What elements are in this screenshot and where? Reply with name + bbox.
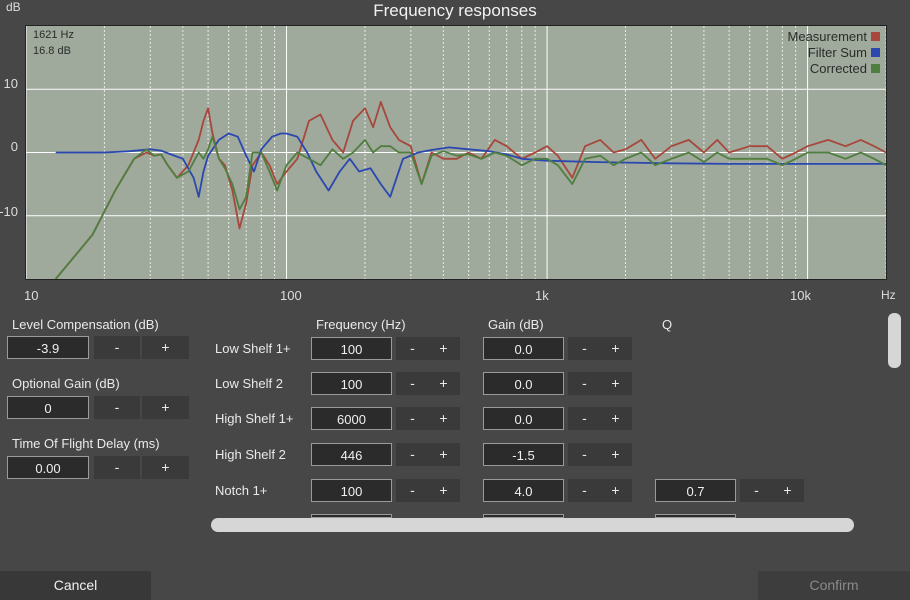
filter-q-increment-button[interactable]: +	[771, 479, 804, 502]
filter-gain-field[interactable]: 4.0	[483, 479, 564, 502]
x-tick-label: 10k	[790, 288, 811, 303]
filter-gain-decrement-button[interactable]: -	[568, 443, 601, 466]
optional-gain-field[interactable]: 0	[7, 396, 89, 419]
level-compensation-decrement-button[interactable]: -	[94, 336, 140, 359]
filter-row-label: Low Shelf 2	[215, 376, 283, 391]
filter-frequency-field[interactable]: 100	[311, 479, 392, 502]
legend-item-measurement: Measurement	[788, 29, 880, 44]
filter-frequency-decrement-button[interactable]: -	[396, 407, 429, 430]
filter-gain-field[interactable]: 0.0	[483, 337, 564, 360]
filter-frequency-field[interactable]: 100	[311, 337, 392, 360]
filter-frequency-decrement-button[interactable]: -	[396, 443, 429, 466]
legend-label: Corrected	[809, 61, 867, 76]
optional-gain-increment-button[interactable]: +	[142, 396, 189, 419]
filter-gain-increment-button[interactable]: +	[599, 479, 632, 502]
filter-q-decrement-button[interactable]: -	[740, 479, 773, 502]
window-title: Frequency responses	[373, 1, 537, 20]
filter-frequency-increment-button[interactable]: +	[427, 407, 460, 430]
filter-gain-increment-button[interactable]: +	[599, 372, 632, 395]
y-tick-label: 0	[10, 139, 18, 154]
x-unit-label: Hz	[881, 288, 896, 302]
frequency-response-plot[interactable]: 1621 Hz 16.8 dB Measurement Filter Sum C…	[25, 25, 887, 280]
legend-item-filter-sum: Filter Sum	[808, 45, 880, 60]
filter-gain-increment-button[interactable]: +	[599, 407, 632, 430]
x-tick-label: 1k	[535, 288, 549, 303]
filter-gain-field[interactable]	[483, 514, 564, 518]
filter-q-field[interactable]	[655, 514, 736, 518]
legend-label: Filter Sum	[807, 45, 867, 60]
filter-frequency-field[interactable]: 446	[311, 443, 392, 466]
time-of-flight-label: Time Of Flight Delay (ms)	[12, 436, 160, 451]
time-of-flight-field[interactable]: 0.00	[7, 456, 89, 479]
filter-gain-field[interactable]: -1.5	[483, 443, 564, 466]
cursor-gain-readout: 16.8 dB	[33, 45, 71, 57]
filter-gain-increment-button[interactable]: +	[599, 337, 632, 360]
series-line-filter-sum	[55, 132, 886, 198]
filter-frequency-increment-button[interactable]: +	[427, 337, 460, 360]
optional-gain-label: Optional Gain (dB)	[12, 376, 120, 391]
gain-column-header: Gain (dB)	[488, 317, 544, 332]
series-line-corrected	[55, 135, 886, 279]
level-compensation-field[interactable]: -3.9	[7, 336, 89, 359]
x-tick-label: 10	[24, 288, 39, 303]
time-of-flight-increment-button[interactable]: +	[142, 456, 189, 479]
filter-frequency-field[interactable]: 100	[311, 372, 392, 395]
filter-gain-decrement-button[interactable]: -	[568, 372, 601, 395]
series-line-measurement	[55, 101, 886, 279]
y-unit-label: dB	[6, 0, 21, 14]
filter-row-label: Low Shelf 1+	[215, 341, 291, 356]
cancel-button[interactable]: Cancel	[0, 571, 151, 600]
confirm-button[interactable]: Confirm	[758, 571, 910, 600]
filter-row-label: Notch 1+	[215, 483, 268, 498]
y-tick-label: 10	[3, 76, 18, 91]
x-tick-label: 100	[280, 288, 302, 303]
optional-gain-decrement-button[interactable]: -	[94, 396, 140, 419]
legend-swatch	[871, 48, 880, 57]
vertical-scrollbar[interactable]	[888, 313, 901, 368]
legend-label: Measurement	[787, 29, 867, 44]
filter-frequency-decrement-button[interactable]: -	[396, 479, 429, 502]
filter-gain-field[interactable]: 0.0	[483, 407, 564, 430]
filter-gain-decrement-button[interactable]: -	[568, 337, 601, 360]
filter-gain-increment-button[interactable]: +	[599, 443, 632, 466]
filter-q-field[interactable]: 0.7	[655, 479, 736, 502]
filter-frequency-increment-button[interactable]: +	[427, 372, 460, 395]
filter-frequency-increment-button[interactable]: +	[427, 443, 460, 466]
filter-frequency-field[interactable]	[311, 514, 392, 518]
filter-row-label: High Shelf 2	[215, 447, 286, 462]
legend-swatch	[871, 32, 880, 41]
y-tick-label: -10	[0, 204, 18, 219]
filter-row-label: High Shelf 1+	[215, 411, 294, 426]
filter-frequency-increment-button[interactable]: +	[427, 479, 460, 502]
legend-swatch	[871, 64, 880, 73]
legend-item-corrected: Corrected	[810, 61, 880, 76]
level-compensation-label: Level Compensation (dB)	[12, 317, 159, 332]
cursor-frequency-readout: 1621 Hz	[33, 29, 74, 41]
time-of-flight-decrement-button[interactable]: -	[94, 456, 140, 479]
filter-gain-field[interactable]: 0.0	[483, 372, 564, 395]
frequency-response-chart[interactable]	[26, 26, 886, 279]
q-column-header: Q	[662, 317, 673, 332]
filter-gain-decrement-button[interactable]: -	[568, 407, 601, 430]
frequency-column-header: Frequency (Hz)	[316, 317, 406, 332]
filter-frequency-field[interactable]: 6000	[311, 407, 392, 430]
horizontal-scrollbar[interactable]	[211, 518, 854, 532]
level-compensation-increment-button[interactable]: +	[142, 336, 189, 359]
filter-frequency-decrement-button[interactable]: -	[396, 372, 429, 395]
filter-gain-decrement-button[interactable]: -	[568, 479, 601, 502]
filter-frequency-decrement-button[interactable]: -	[396, 337, 429, 360]
